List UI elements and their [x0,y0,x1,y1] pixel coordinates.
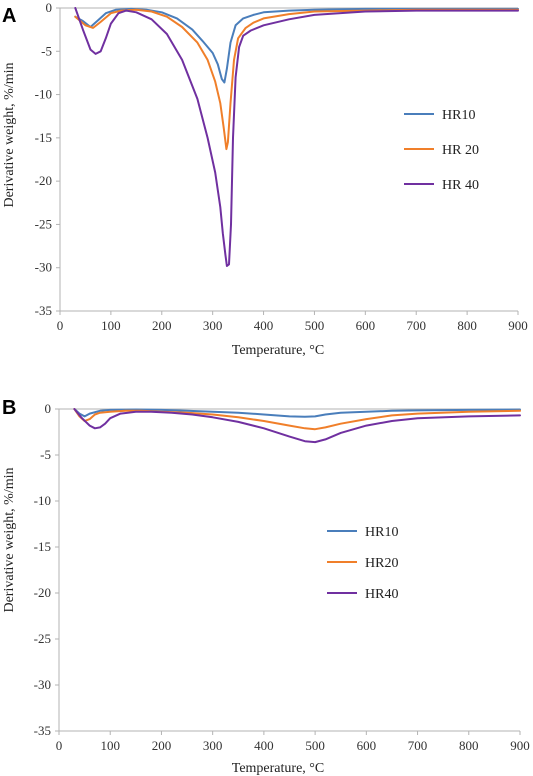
panel-b-x-tick-label: 100 [100,738,120,753]
panel-b-y-tick-label: -20 [34,585,51,600]
panel-b-x-tick-label: 500 [305,738,325,753]
panel-a-y-axis-title: Derivative weight, %/min [2,62,17,207]
panel-b-y-tick-label: -10 [34,493,51,508]
panel-a-legend-label-hr-40: HR 40 [442,178,479,193]
panel-b-series-hr20 [73,408,521,431]
panel-a-series-hr10 [74,7,519,84]
panel-b-legend-label-hr40: HR40 [365,587,398,602]
panel-a-y-tick-label: -30 [35,260,52,275]
panel-b-x-tick-label: 900 [510,738,530,753]
panel-b-series-hr10 [73,408,521,418]
panel-a-x-tick-label: 700 [406,318,426,333]
panel-a-x-tick-label: 600 [356,318,376,333]
panel-b-x-tick-label: 700 [408,738,428,753]
panel-a-y-tick-label: -35 [35,303,52,318]
panel-b-y-tick-label: 0 [45,401,52,416]
panel-b-x-tick-label: 800 [459,738,479,753]
panel-a-x-tick-label: 800 [457,318,477,333]
panel-b-series-hr40 [73,408,521,444]
panel-b-y-tick-label: -5 [40,447,51,462]
panel-b-y-tick-label: -35 [34,723,51,738]
panel-a-x-tick-label: 0 [57,318,64,333]
panel-b: B Temperature, °C Derivative weight, %/m… [2,397,530,776]
panel-b-legend-label-hr10: HR10 [365,525,398,540]
panel-a-x-tick-label: 200 [152,318,172,333]
panel-b-x-tick-label: 600 [357,738,377,753]
panel-b-x-tick-label: 400 [254,738,274,753]
panel-b-x-axis-title: Temperature, °C [232,761,324,776]
panel-a-y-tick-label: -20 [35,173,52,188]
panel-a-y-tick-label: -5 [41,43,52,58]
panel-a-series-hr-40 [74,7,519,267]
panel-b-y-axis-title: Derivative weight, %/min [2,467,17,612]
panel-a-x-tick-label: 500 [305,318,325,333]
panel-a-letter: A [2,5,16,27]
panel-a-y-tick-label: -25 [35,216,52,231]
panel-a-x-tick-label: 900 [508,318,528,333]
panel-b-x-tick-label: 200 [152,738,172,753]
panel-a-y-tick-label: -10 [35,87,52,102]
panel-a-x-tick-label: 400 [254,318,274,333]
panel-a-y-tick-label: 0 [46,0,53,15]
panel-a-legend-label-hr-20: HR 20 [442,143,479,158]
panel-b-y-tick-label: -15 [34,539,51,554]
panel-b-legend-label-hr20: HR20 [365,556,398,571]
panel-b-y-tick-label: -30 [34,677,51,692]
panel-a: A Temperature, °C Derivative weight, %/m… [2,0,528,358]
panel-a-legend-label-hr10: HR10 [442,108,475,123]
panel-b-x-tick-label: 300 [203,738,223,753]
panel-a-y-tick-label: -15 [35,130,52,145]
panel-b-x-tick-label: 0 [56,738,63,753]
panel-a-x-tick-label: 100 [101,318,121,333]
panel-b-y-tick-label: -25 [34,631,51,646]
panel-b-letter: B [2,397,16,419]
panel-a-x-axis-title: Temperature, °C [232,343,324,358]
panel-a-series-hr-20 [74,8,519,151]
panel-a-x-tick-label: 300 [203,318,223,333]
